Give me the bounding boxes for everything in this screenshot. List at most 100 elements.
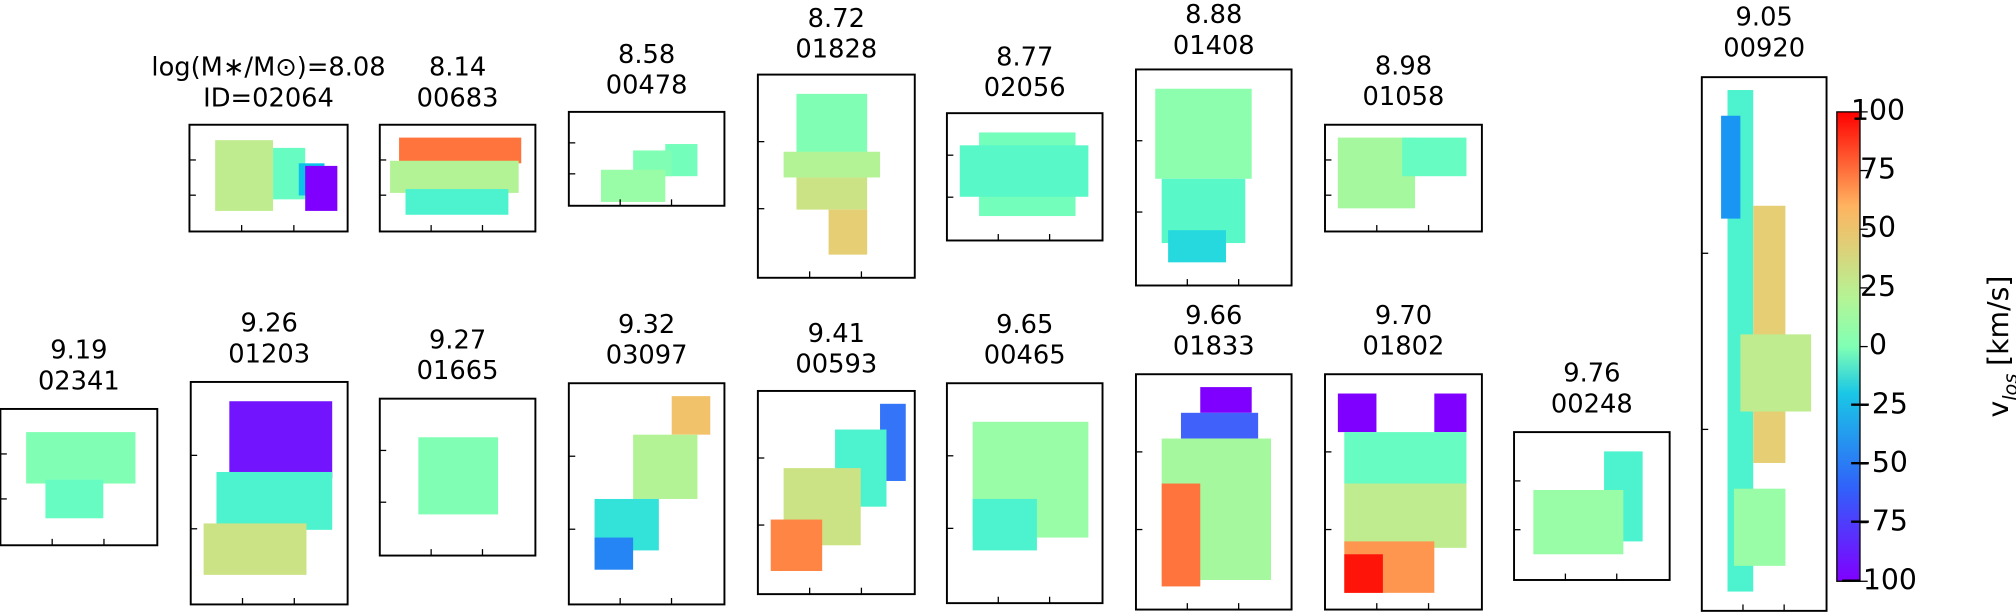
galaxy-id: 00683: [417, 84, 499, 114]
map-patch: [1337, 393, 1377, 433]
galaxy-id: 02341: [38, 366, 120, 396]
galaxy-id: 01665: [417, 356, 499, 386]
map-patch: [1402, 137, 1467, 177]
galaxy-id: 00465: [984, 341, 1066, 371]
stellar-mass: 9.19: [50, 336, 107, 366]
galaxy-id: 01802: [1363, 332, 1445, 362]
map-patch: [1434, 393, 1467, 433]
map-patch: [1721, 115, 1741, 219]
galaxy-id: 00248: [1551, 390, 1633, 420]
galaxy-id: 02056: [984, 73, 1066, 103]
map-patch: [1740, 334, 1812, 412]
galaxy-id: 00593: [795, 350, 877, 380]
colorbar-label-part: v: [1982, 401, 2015, 418]
map-patch: [671, 396, 711, 435]
panel-frame: [567, 110, 726, 207]
map-patch: [203, 523, 307, 575]
panel-frame: [756, 389, 916, 596]
map-patch: [26, 432, 136, 484]
map-patch: [594, 537, 634, 570]
map-patch: [399, 137, 522, 164]
panel-frame: [1513, 431, 1671, 581]
galaxy-id: 01058: [1363, 82, 1445, 112]
stellar-mass: 8.14: [429, 53, 486, 83]
galaxy-id: ID=02064: [203, 84, 334, 114]
stellar-mass: 9.70: [1375, 301, 1432, 331]
colorbar-tick-label: −25: [1848, 387, 1908, 420]
stellar-mass: 9.66: [1185, 301, 1242, 331]
stellar-mass: 9.41: [808, 319, 865, 349]
galaxy-id: 01203: [228, 339, 310, 369]
stellar-mass: 8.58: [618, 40, 675, 70]
galaxy-id: 00920: [1723, 33, 1805, 63]
map-patch: [972, 498, 1037, 551]
map-patch: [1344, 483, 1467, 548]
stellar-mass: 8.98: [1375, 51, 1432, 81]
map-patch: [216, 471, 333, 530]
colorbar-tick-label: 75: [1860, 153, 1896, 186]
stellar-mass: 8.88: [1185, 0, 1242, 30]
map-patch: [828, 209, 868, 255]
stellar-mass: log(M∗/M⊙)=8.08: [151, 53, 385, 83]
map-patch: [1344, 432, 1467, 484]
colorbar-tick-label: 100: [1851, 94, 1905, 127]
panel-frame: [567, 382, 726, 606]
panel-frame: [188, 123, 349, 233]
colorbar-label-part: [km/s]: [1982, 276, 2015, 366]
panel-frame: [1700, 76, 1828, 612]
galaxy-id: 03097: [606, 341, 688, 371]
panel-frame: [378, 397, 537, 557]
panel-frame: [1134, 373, 1293, 611]
map-patch: [600, 169, 666, 202]
stellar-mass: 9.65: [996, 310, 1053, 340]
panel-frame: [378, 123, 537, 233]
map-patch: [959, 145, 1089, 197]
map-patch: [418, 437, 499, 515]
panel-frame: [0, 407, 159, 547]
panel-frame: [1324, 123, 1483, 233]
stellar-mass: 8.72: [808, 4, 865, 34]
panel-frame: [945, 112, 1104, 242]
colorbar-tick-label: 0: [1869, 329, 1887, 362]
colorbar-label: vlos [km/s]: [1982, 276, 2016, 418]
map-patch: [1733, 488, 1786, 566]
galaxy-id: 01408: [1173, 31, 1255, 61]
panel-frame: [189, 380, 349, 606]
colorbar-tick-label: −50: [1848, 446, 1908, 479]
galaxy-id: 01833: [1173, 332, 1255, 362]
map-patch: [770, 519, 823, 571]
map-patch: [405, 189, 509, 215]
map-patch: [1344, 554, 1383, 593]
panel-frame: [1324, 373, 1483, 611]
map-patch: [1161, 483, 1201, 587]
stellar-mass: 9.27: [429, 325, 486, 355]
map-patch: [229, 401, 333, 479]
map-patch: [633, 434, 698, 499]
stellar-mass: 9.05: [1736, 3, 1793, 33]
stellar-mass: 8.77: [996, 42, 1053, 72]
panel-frame: [1134, 68, 1293, 287]
map-patch: [1200, 387, 1252, 413]
colorbar-tick-label: 25: [1860, 270, 1896, 303]
panel-frame: [756, 73, 916, 279]
colorbar-tick-label: −100: [1839, 563, 1917, 596]
stellar-mass: 9.32: [618, 310, 675, 340]
map-patch: [45, 479, 104, 519]
map-patch: [305, 165, 338, 211]
